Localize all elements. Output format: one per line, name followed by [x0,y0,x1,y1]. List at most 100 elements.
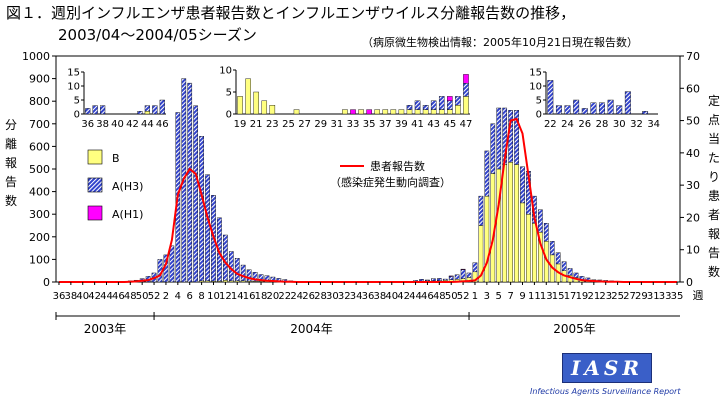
bar-ah3 [573,272,579,278]
inset-bar-b [342,109,348,115]
left-axis-tick-label: 400 [29,186,50,199]
inset-bar-ah1 [447,96,453,102]
inset-x-tick-label: 30 [613,119,626,130]
x-axis-tick-label: 6 [187,291,193,302]
right-axis-tick-label: 20 [686,211,700,224]
right-axis-tick-label: 70 [686,50,700,63]
inset-bar-ah3 [590,102,597,115]
bar-ah3 [520,166,525,204]
legend-ah3-swatch [87,177,103,193]
inset-bar-ah1 [366,109,372,115]
inset-y-tick-label: 5 [536,96,542,107]
inset-bar-ah3 [447,100,453,110]
left-axis-tick-label: 700 [29,118,50,131]
iasr-logo-subtitle: Infectious Agents Surveillance Report [530,387,681,396]
left-axis-tick-label: 100 [29,253,50,266]
inset-bar-b [261,100,268,115]
legend-ah3-label: A(H3) [112,180,143,193]
bar-ah3 [448,276,454,280]
inset-x-tick-label: 31 [330,119,343,130]
x-axis-tick-label: 40 [385,291,398,302]
inset-bar-ah3 [547,80,554,115]
inset-x-tick-label: 36 [81,119,94,130]
x-axis-tick-label: 14 [231,291,244,302]
inset-bar-b [358,109,364,115]
bar-b [520,202,525,283]
inset-bar-b [414,109,421,115]
inset-bar-ah3 [159,99,165,115]
inset-bar-ah3 [607,99,614,115]
inset-y-tick-label: 0 [536,110,542,121]
bar-ah3 [246,269,252,282]
x-axis-tick-label: 5 [496,291,502,302]
bar-ah3 [496,107,502,170]
inset-bar-ah3 [581,108,588,115]
inset-y-tick-label: 0 [226,110,232,121]
legend-patients-sublabel: （感染症発生動向調査） [330,175,451,189]
x-axis-tick-label: 38 [374,291,387,302]
inset-bar-b [406,109,413,115]
x-axis-tick-label: 44 [100,291,113,302]
bar-ah3 [514,110,519,165]
inset-bar-b [447,109,453,115]
inset-bar-ah3 [152,105,158,115]
year-label-2003: 2003年 [84,322,127,336]
inset-y-tick-label: 15 [529,68,542,79]
x-axis-tick-label: 9 [519,291,525,302]
x-axis-tick-label: 33 [659,291,672,302]
left-axis-tick-label: 0 [43,276,50,289]
inset-bar-ah3 [599,102,605,115]
right-axis-tick-label: 10 [686,244,700,257]
x-axis-tick-label: 46 [112,291,125,302]
inset-bar-ah3 [422,104,429,110]
legend-ah1-label: A(H1) [112,208,143,221]
inset-x-tick-label: 39 [395,119,408,130]
bar-ah3 [561,261,567,271]
left-axis-label: 分離報告数 [4,118,17,208]
right-axis-label: 定点当たり患者報告数 [707,94,720,279]
bar-b [508,162,513,283]
bar-ah3 [454,274,460,280]
bar-ah3 [419,279,424,282]
year-label-2004: 2004年 [290,322,333,336]
inset-bar-ah3 [438,96,445,110]
inset-bar-ah3 [137,110,143,115]
x-axis-tick-label: 50 [445,291,458,302]
inset-bar-ah3 [642,110,649,115]
bar-ah3 [484,150,490,197]
x-axis-tick-label: 28 [314,291,327,302]
inset-bar-b [269,104,276,115]
inset-bar-ah3 [100,105,106,115]
x-axis-tick-label: 34 [350,291,363,302]
bar-ah3 [425,279,430,282]
bar-ah3 [543,223,549,242]
inset-bar-b [253,91,259,115]
bar-ah3 [252,272,258,282]
bar-b [484,195,490,283]
inset-x-tick-label: 27 [298,119,311,130]
bar-ah3 [234,258,240,282]
x-axis-tick-label: 13 [540,291,553,302]
x-axis-tick-label: 48 [124,291,137,302]
bar-b [514,164,519,283]
x-axis-tick-label: 35 [671,291,684,302]
x-axis-tick-label: 17 [564,291,577,302]
right-axis-tick-label: 40 [686,147,700,160]
inset-bar-ah1 [350,109,356,115]
inset-y-tick-label: 15 [67,68,80,79]
x-axis-tick-label: 42 [397,291,410,302]
x-axis-tick-label: 21 [587,291,600,302]
patients-line [59,117,677,283]
x-axis-tick-label: 11 [528,291,541,302]
inset-bar-b [237,96,243,115]
x-axis-tick-label: 4 [175,291,181,302]
inset-x-tick-label: 32 [630,119,643,130]
x-axis-tick-label: 44 [409,291,422,302]
inset-bar-b [398,109,405,115]
x-axis-tick-label: 3 [484,291,490,302]
bar-ah3 [187,82,193,283]
x-axis-tick-label: 50 [136,291,149,302]
inset-y-tick-label: 5 [226,88,232,99]
inset-chart: 0 5 10 15 22 24 26 28 30 32 34 [529,68,660,131]
bar-ah3 [436,278,442,281]
